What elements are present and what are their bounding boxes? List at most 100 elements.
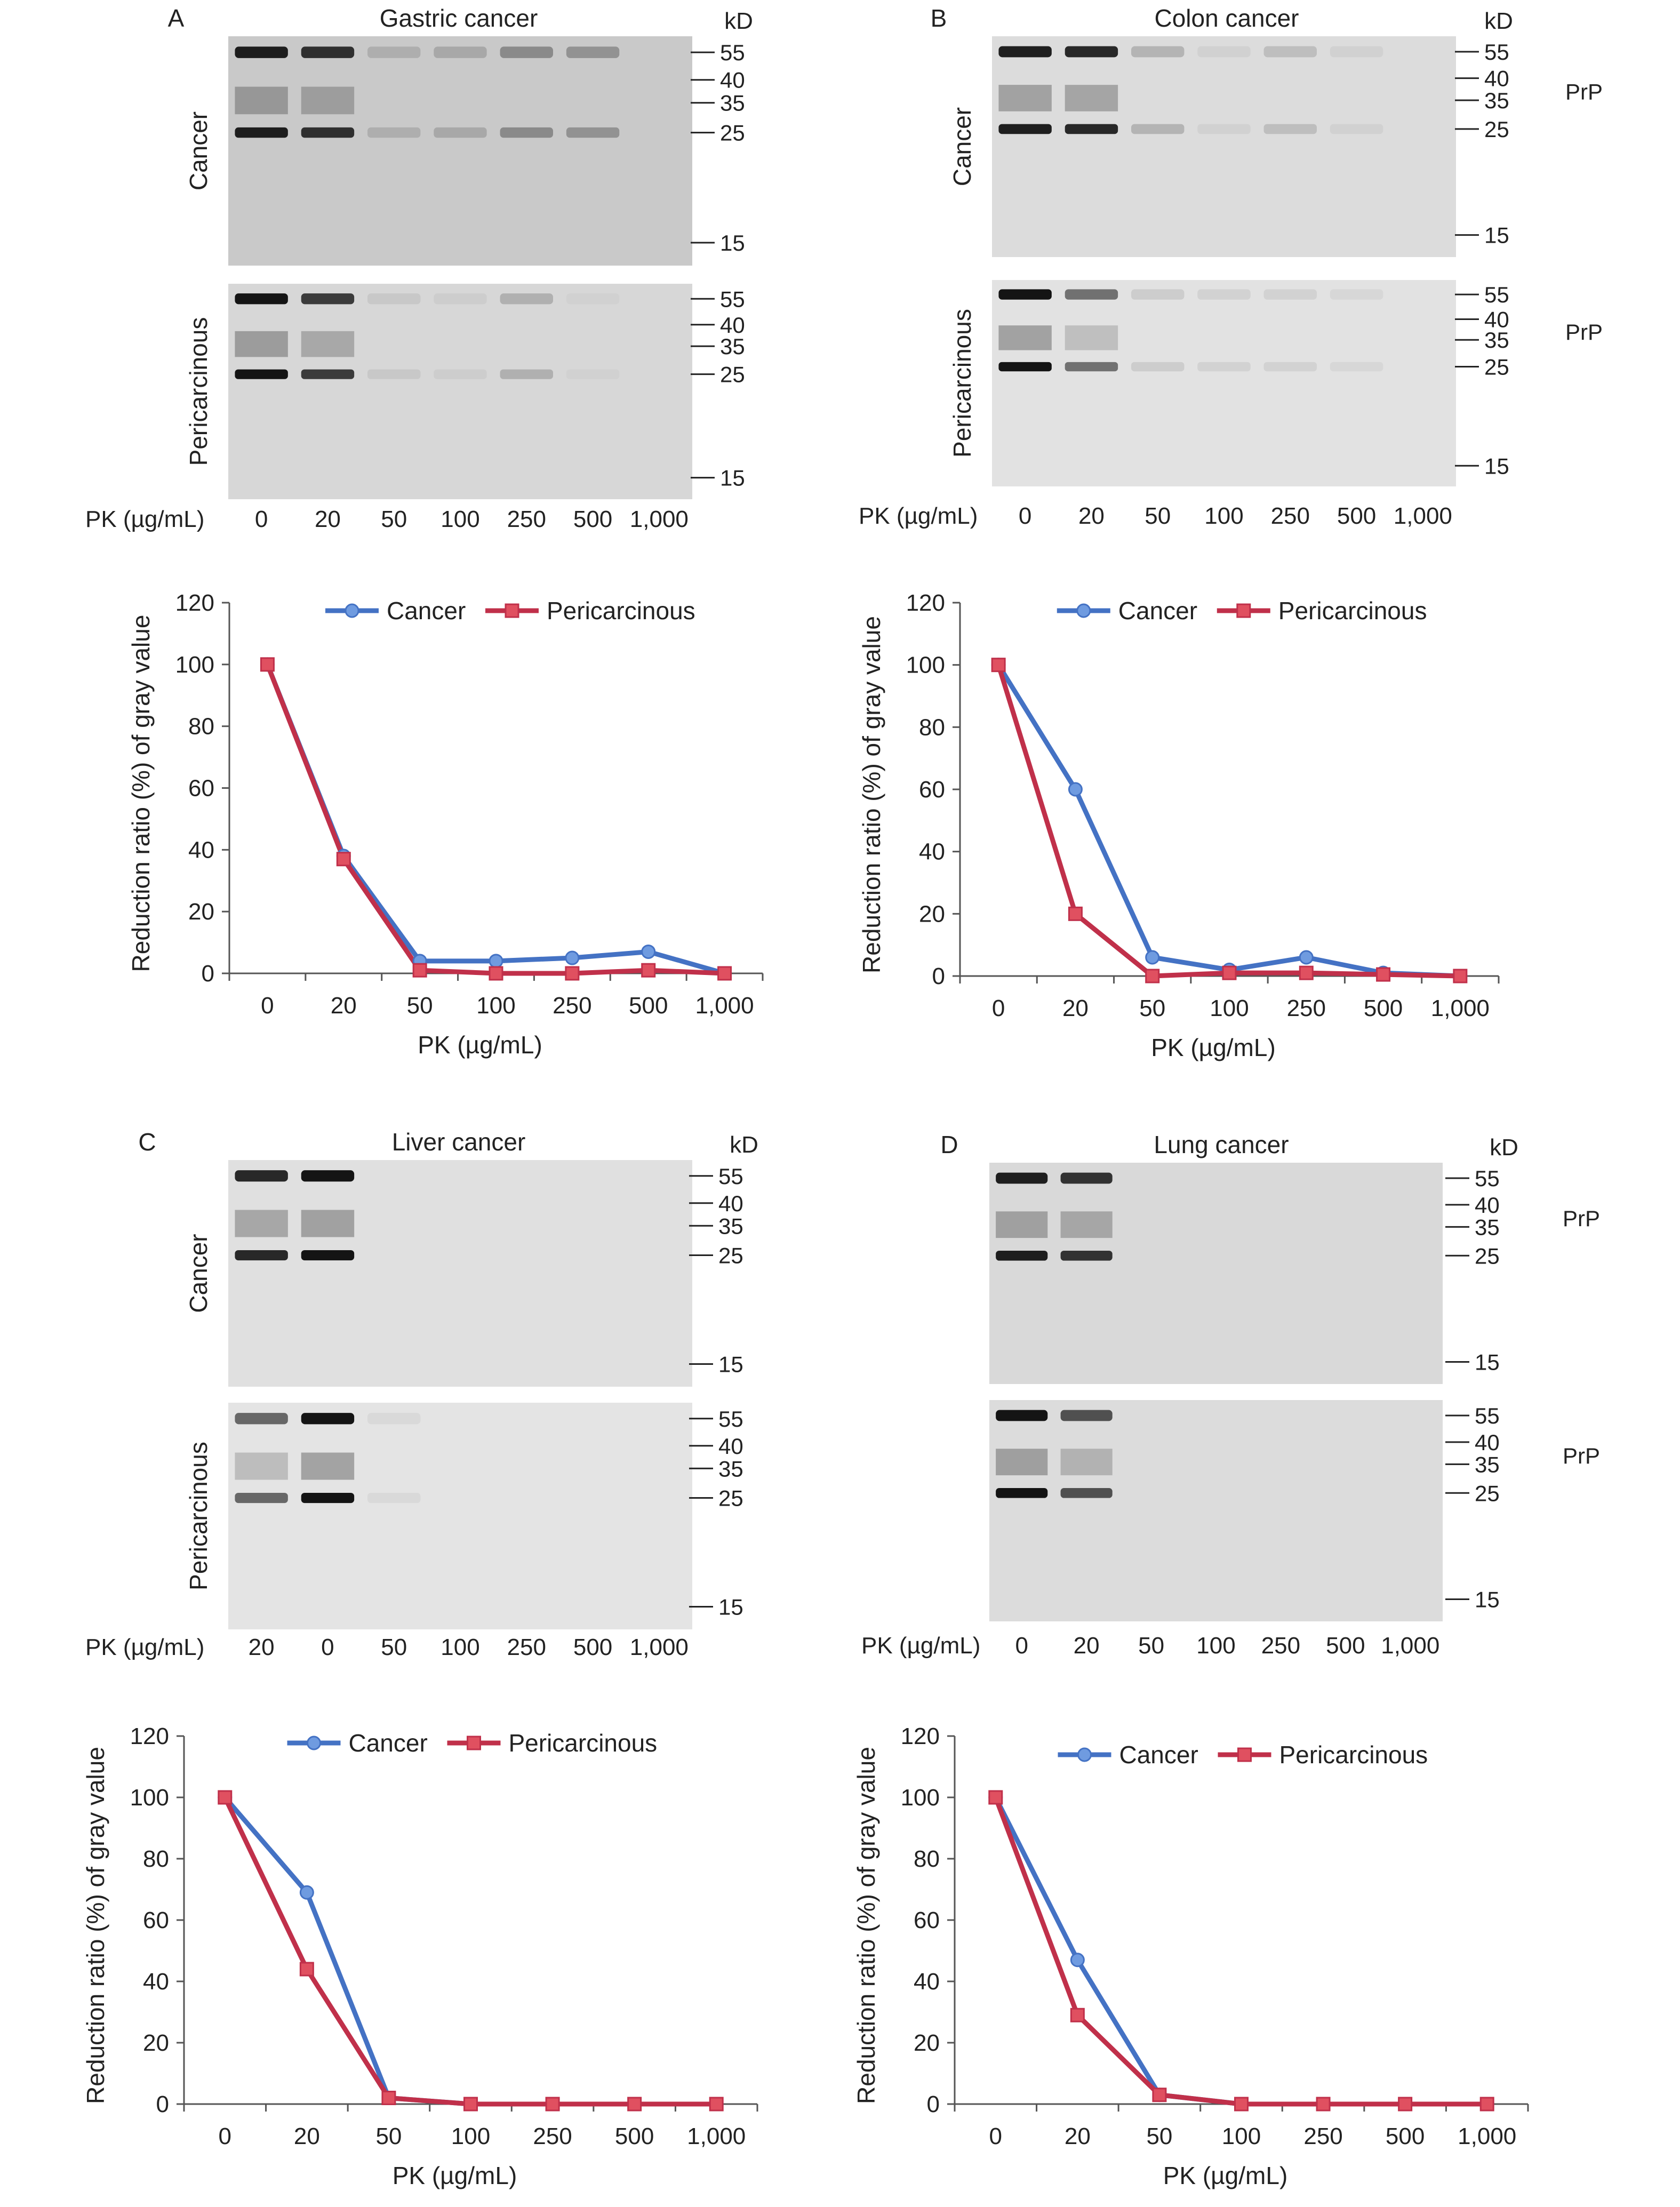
pk-lane-title: PK (µg/mL) [861,1633,980,1659]
lane-label: 250 [507,506,546,532]
lane-label: 20 [1078,503,1105,529]
blot-band [301,46,355,58]
blot-band [1065,124,1118,134]
y-tick-label: 60 [914,1907,940,1933]
blot-band [500,46,553,58]
blot-band [434,293,487,305]
blot-smear [235,86,288,115]
blot-band [434,127,487,138]
blot-smear [301,1452,355,1480]
y-tick-label: 60 [143,1907,169,1933]
legend-label-cancer: Cancer [387,597,466,625]
blot-band [1131,362,1185,372]
marker-label: 15 [1484,453,1509,478]
blot-band [1263,362,1317,372]
y-tick-label: 120 [901,1723,940,1749]
lane-label: 500 [1326,1633,1365,1659]
data-point-cancer [1145,950,1160,965]
x-tick-label: 50 [1139,995,1165,1021]
lane-label: 50 [1145,503,1171,529]
blot-background [992,36,1456,257]
marker-label: 35 [718,1456,743,1481]
kd-unit-label: kD [1484,8,1513,34]
marker-label: 55 [1475,1403,1500,1428]
marker-label: 25 [1484,117,1509,142]
marker-label: 55 [718,1406,743,1432]
legend: Cancer Pericarcinous [1057,597,1427,625]
prp-label: PrP [1565,319,1603,345]
legend-label-cancer: Cancer [1118,597,1197,625]
panel-title: Colon cancer [1154,4,1299,32]
y-axis-label: Reduction ratio (%) of gray value [852,1747,880,2104]
lane-label: 250 [1271,503,1310,529]
x-tick-label: 1,000 [687,2123,746,2149]
x-tick-label: 50 [407,993,433,1019]
panel-title: Liver cancer [392,1128,526,1156]
y-tick-label: 0 [927,2091,940,2117]
lane-label: 500 [573,506,612,532]
lane-label: 0 [1019,503,1031,529]
marker-label: 35 [1484,327,1509,353]
line-chart: 0 20 40 60 80 100 120 0 20 50 100 250 500 1,000 PK (µg… [858,590,1500,1061]
blot-row-label: Cancer [185,111,212,190]
x-tick-label: 20 [1065,2123,1091,2149]
marker-label: 55 [718,1164,743,1189]
data-point-cancer [489,954,503,969]
blot-smear [301,331,355,357]
lane-label: 250 [1261,1633,1300,1659]
blot-band [235,127,288,138]
marker-label: 25 [720,121,745,146]
blot-smear [235,1452,288,1480]
data-point-pericarcinous [412,963,427,978]
lane-label: 500 [573,1634,612,1660]
blot-band [1330,362,1383,372]
data-point-pericarcinous [218,1790,233,1805]
marker-label: 40 [1484,307,1509,332]
blot-band [367,1413,421,1425]
blot-band [367,369,421,379]
lane-label: 1,000 [630,506,689,532]
x-tick-label: 500 [1364,995,1403,1021]
y-tick-label: 20 [188,899,214,925]
series-line-pericarcinous [993,1796,1487,2107]
blot-band [1060,1488,1113,1498]
series-line-cancer [265,663,725,976]
blot-band [434,369,487,379]
blot-band [998,289,1052,300]
x-tick-label: 1,000 [1458,2123,1516,2149]
blot-row-label: Pericarcinous [185,317,212,466]
legend-marker-cancer [345,603,359,618]
blot-band [301,1492,355,1504]
marker-label: 25 [1475,1481,1500,1506]
data-point-pericarcinous [1068,906,1083,921]
marker-label: 55 [1484,282,1509,307]
panel-D: D Lung cancer kD5540352515PrP5540352515PrP… [852,1131,1600,2189]
blot-band [235,1170,288,1182]
blot-band [235,369,288,379]
blot-band [1065,46,1118,58]
kd-unit-label: kD [724,8,753,34]
data-point-pericarcinous [299,1962,314,1977]
x-tick-label: 100 [1210,995,1249,1021]
data-point-pericarcinous [1145,969,1160,983]
data-point-cancer [641,944,656,959]
x-tick-label: 250 [533,2123,572,2149]
lane-label: 0 [255,506,268,532]
x-axis-label: PK (µg/mL) [393,2162,517,2189]
blot-band [996,1250,1048,1261]
data-point-pericarcinous [1222,965,1237,980]
panel-letter: C [138,1128,156,1156]
marker-label: 55 [1484,39,1509,65]
blot-band [1263,289,1317,300]
x-tick-label: 20 [331,993,357,1019]
legend-label-pericarcinous: Pericarcinous [1278,597,1427,625]
blot-band [235,1250,288,1261]
lane-label: 100 [1204,503,1243,529]
blot-smear [235,331,288,357]
blot-band [235,1413,288,1425]
lane-label: 100 [441,1634,479,1660]
x-tick-label: 250 [1287,995,1326,1021]
legend: Cancer Pericarcinous [1058,1741,1428,1769]
